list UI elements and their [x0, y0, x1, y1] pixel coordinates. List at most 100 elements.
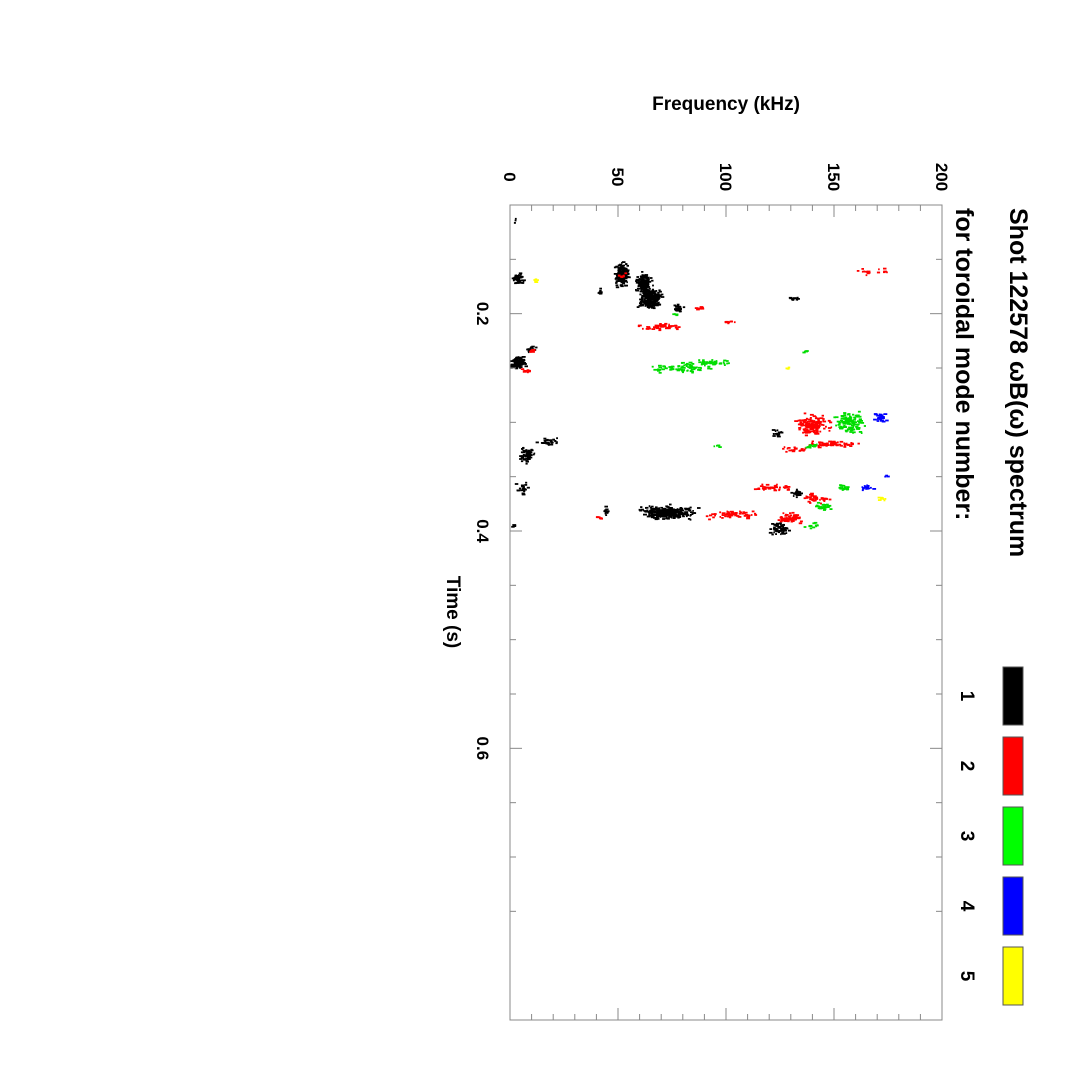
data-point [843, 487, 848, 490]
data-point [805, 417, 808, 420]
data-point [645, 284, 650, 287]
data-point [788, 296, 793, 299]
data-point [835, 416, 839, 419]
legend-item-4: 4 [956, 876, 1024, 936]
data-point [840, 419, 844, 422]
data-point [857, 410, 861, 413]
data-point [656, 293, 660, 296]
x-tick-label: 0.6 [473, 737, 492, 761]
data-point [650, 515, 653, 518]
data-point [687, 366, 690, 368]
data-point [859, 420, 863, 422]
data-point [543, 439, 547, 442]
data-point [727, 362, 730, 365]
data-point [517, 363, 522, 366]
data-point [823, 504, 827, 506]
data-point [520, 273, 522, 276]
data-point [653, 368, 658, 371]
data-point [679, 513, 682, 515]
data-point [858, 415, 862, 418]
data-point [660, 506, 663, 509]
data-point [876, 271, 881, 274]
data-point [620, 270, 624, 273]
data-point [646, 326, 648, 328]
data-point [839, 444, 842, 447]
data-point [655, 516, 660, 518]
data-point [517, 280, 520, 283]
data-point [521, 492, 525, 495]
data-point [682, 306, 686, 309]
data-point [519, 281, 523, 284]
data-point [652, 290, 656, 293]
data-point [799, 449, 803, 452]
data-point [809, 527, 813, 530]
y-tick-label: 100 [716, 163, 735, 191]
data-point [879, 418, 882, 421]
data-point [641, 300, 646, 302]
data-point [644, 286, 648, 289]
data-point [754, 512, 757, 515]
data-point [771, 533, 774, 536]
data-point [688, 367, 692, 369]
data-point [844, 416, 848, 419]
data-point [653, 299, 658, 302]
data-point [619, 277, 622, 280]
data-point [814, 432, 817, 435]
data-point [816, 431, 819, 434]
data-point [756, 488, 761, 490]
data-point [812, 497, 817, 499]
data-point [776, 433, 779, 435]
data-point [599, 291, 603, 294]
data-point [784, 514, 788, 517]
data-point [751, 510, 755, 513]
data-point [820, 497, 824, 500]
data-point [819, 498, 821, 501]
data-point [751, 514, 753, 516]
data-point [688, 361, 693, 364]
data-point [645, 292, 650, 295]
data-point [516, 275, 520, 277]
data-point [795, 517, 799, 520]
data-point [644, 280, 646, 282]
data-point [604, 509, 607, 512]
data-point [516, 359, 521, 362]
data-point [861, 489, 864, 492]
data-point [668, 510, 671, 512]
data-point [774, 523, 778, 526]
data-point [646, 290, 650, 293]
data-point [535, 441, 539, 444]
data-point [701, 361, 705, 363]
data-point [534, 280, 538, 282]
data-point [841, 486, 843, 488]
data-point [779, 523, 782, 526]
data-point [651, 279, 654, 282]
data-point [808, 431, 811, 434]
data-point [640, 287, 644, 290]
data-point [545, 441, 549, 444]
data-point [808, 422, 811, 425]
data-point [659, 509, 663, 511]
data-point [685, 508, 690, 510]
data-point [641, 281, 645, 283]
data-point [642, 289, 646, 292]
data-point [822, 505, 826, 508]
data-point [638, 304, 642, 307]
data-point [526, 486, 530, 489]
data-point [721, 512, 726, 515]
data-point [843, 484, 846, 487]
data-point [528, 454, 532, 456]
data-point [882, 498, 885, 500]
data-point [794, 420, 799, 422]
data-point [664, 513, 669, 515]
data-point [781, 531, 785, 534]
data-point [651, 505, 654, 508]
data-point [658, 329, 662, 332]
data-point [656, 507, 660, 510]
data-point [843, 414, 847, 417]
data-point [680, 362, 683, 364]
data-point [805, 497, 809, 499]
data-point [618, 268, 621, 271]
data-point [795, 518, 797, 521]
data-point [646, 278, 650, 281]
